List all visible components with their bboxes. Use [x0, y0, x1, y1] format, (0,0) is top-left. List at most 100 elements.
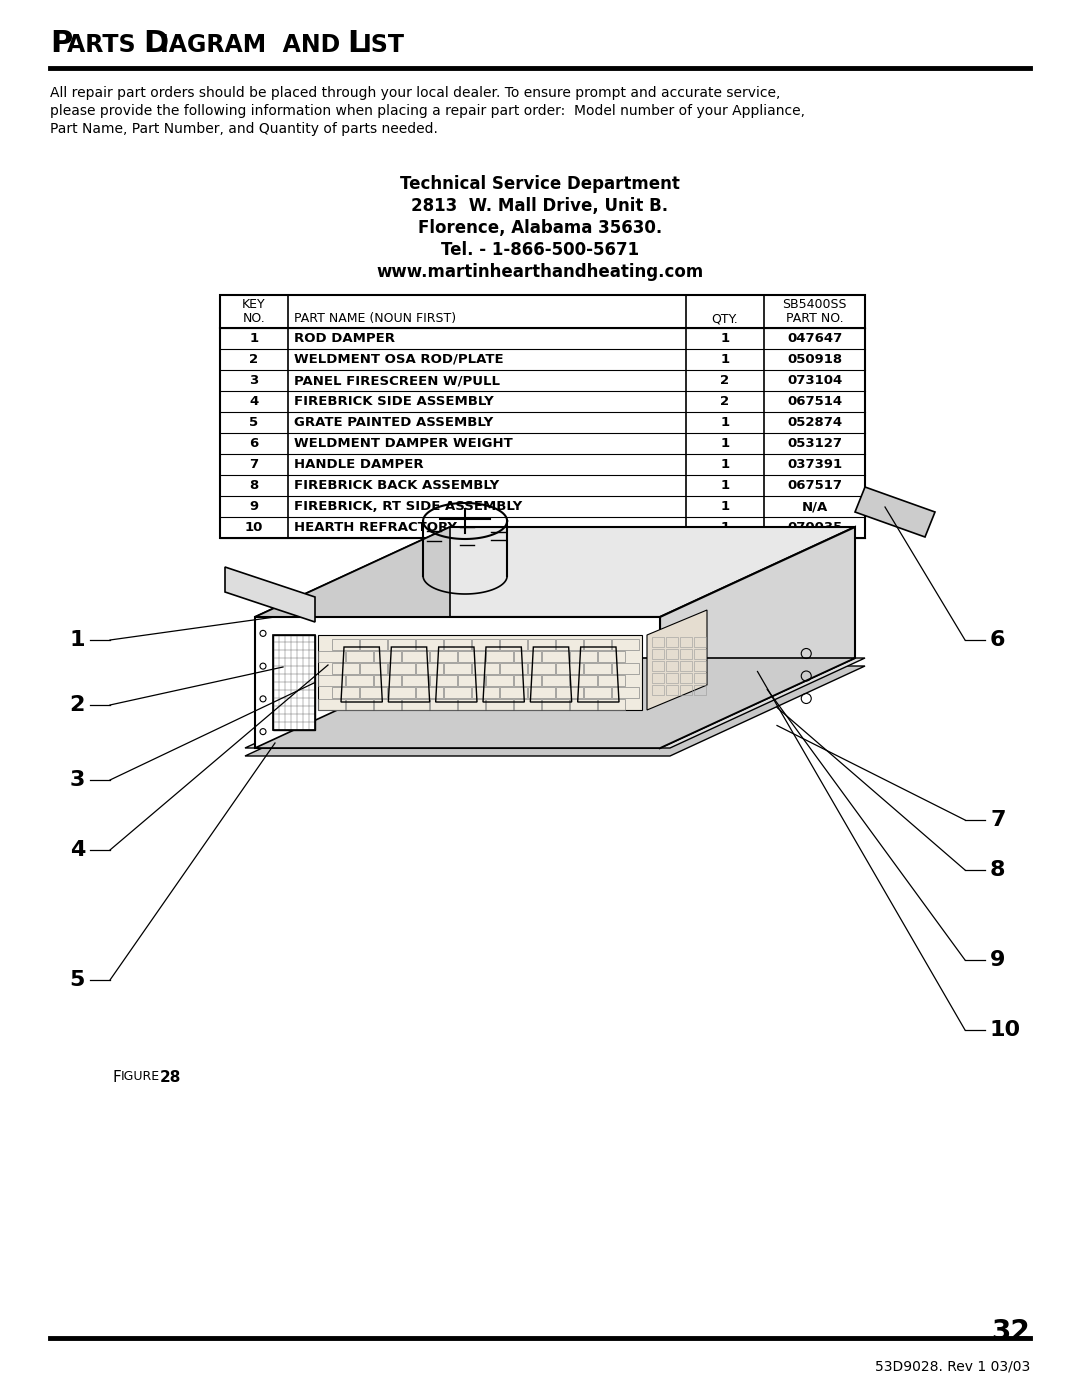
Bar — [666, 650, 678, 659]
Text: All repair part orders should be placed through your local dealer. To ensure pro: All repair part orders should be placed … — [50, 87, 781, 101]
Polygon shape — [255, 617, 660, 747]
Polygon shape — [245, 658, 865, 747]
Text: 067514: 067514 — [787, 395, 842, 408]
Bar — [584, 638, 611, 650]
Bar — [430, 698, 457, 710]
Bar — [458, 698, 485, 710]
Text: 1: 1 — [720, 479, 730, 492]
Text: FIREBRICK SIDE ASSEMBLY: FIREBRICK SIDE ASSEMBLY — [294, 395, 494, 408]
Bar — [486, 675, 513, 686]
Text: WELDMENT DAMPER WEIGHT: WELDMENT DAMPER WEIGHT — [294, 437, 513, 450]
Bar — [318, 651, 345, 662]
Bar — [680, 673, 692, 683]
Bar — [612, 687, 639, 698]
Text: 9: 9 — [249, 500, 258, 513]
Bar — [514, 698, 541, 710]
Bar — [666, 685, 678, 694]
Bar — [402, 675, 429, 686]
Polygon shape — [245, 666, 865, 756]
Bar — [416, 638, 443, 650]
Text: 2813  W. Mall Drive, Unit B.: 2813 W. Mall Drive, Unit B. — [411, 197, 669, 215]
Text: ARTS: ARTS — [67, 34, 144, 57]
Text: 1: 1 — [720, 521, 730, 534]
Bar — [472, 664, 499, 673]
Bar — [458, 675, 485, 686]
Text: 1: 1 — [720, 416, 730, 429]
Text: QTY.: QTY. — [712, 312, 739, 326]
Bar — [444, 664, 471, 673]
Bar — [388, 687, 415, 698]
Text: 1: 1 — [69, 630, 85, 650]
Bar — [528, 687, 555, 698]
Bar — [680, 685, 692, 694]
Text: Technical Service Department: Technical Service Department — [400, 175, 680, 193]
Bar — [374, 675, 401, 686]
Bar — [402, 698, 429, 710]
Bar — [556, 638, 583, 650]
Text: 3: 3 — [69, 770, 85, 789]
Text: 8: 8 — [990, 861, 1005, 880]
Bar — [652, 650, 664, 659]
Bar — [542, 698, 569, 710]
Bar — [444, 638, 471, 650]
Bar — [598, 698, 625, 710]
Text: KEY: KEY — [242, 298, 266, 312]
Text: HANDLE DAMPER: HANDLE DAMPER — [294, 458, 423, 471]
Text: 052874: 052874 — [787, 416, 842, 429]
Bar — [528, 664, 555, 673]
Bar — [694, 685, 706, 694]
Bar — [694, 673, 706, 683]
Text: 070035: 070035 — [787, 521, 842, 534]
Text: www.martinhearthandheating.com: www.martinhearthandheating.com — [376, 263, 704, 281]
Text: 6: 6 — [249, 437, 258, 450]
Text: 5: 5 — [249, 416, 258, 429]
Bar — [666, 637, 678, 647]
Text: 2: 2 — [69, 694, 85, 715]
Text: D: D — [143, 29, 168, 59]
Text: 2: 2 — [720, 374, 730, 387]
Bar — [500, 687, 527, 698]
Text: N/A: N/A — [801, 500, 827, 513]
Text: 1: 1 — [720, 500, 730, 513]
Bar — [666, 673, 678, 683]
Text: FIREBRICK, RT SIDE ASSEMBLY: FIREBRICK, RT SIDE ASSEMBLY — [294, 500, 523, 513]
Bar — [652, 661, 664, 671]
Text: 073104: 073104 — [787, 374, 842, 387]
Text: 1: 1 — [720, 437, 730, 450]
Bar — [416, 687, 443, 698]
Bar — [430, 675, 457, 686]
Text: PART NO.: PART NO. — [785, 312, 843, 326]
Bar — [584, 687, 611, 698]
Polygon shape — [255, 527, 450, 747]
Text: 6: 6 — [990, 630, 1005, 650]
Text: 047647: 047647 — [787, 332, 842, 345]
Bar — [556, 664, 583, 673]
Bar — [332, 664, 359, 673]
Bar — [444, 687, 471, 698]
Bar — [694, 661, 706, 671]
Bar — [402, 651, 429, 662]
Bar — [500, 664, 527, 673]
Bar — [514, 675, 541, 686]
Text: 10: 10 — [990, 1020, 1021, 1039]
Bar — [612, 664, 639, 673]
Bar — [472, 687, 499, 698]
Text: 5: 5 — [69, 970, 85, 990]
Text: IGURE: IGURE — [121, 1070, 160, 1083]
Bar — [598, 651, 625, 662]
Text: ROD DAMPER: ROD DAMPER — [294, 332, 395, 345]
Text: 037391: 037391 — [787, 458, 842, 471]
Bar — [570, 675, 597, 686]
Bar — [346, 698, 373, 710]
Bar — [273, 636, 315, 731]
Bar — [472, 638, 499, 650]
Text: 1: 1 — [249, 332, 258, 345]
Bar — [374, 651, 401, 662]
Text: 4: 4 — [69, 840, 85, 861]
Text: IST: IST — [363, 34, 405, 57]
Text: PART NAME (NOUN FIRST): PART NAME (NOUN FIRST) — [294, 312, 456, 326]
Bar — [652, 637, 664, 647]
Bar — [430, 651, 457, 662]
Bar — [680, 650, 692, 659]
Text: please provide the following information when placing a repair part order:  Mode: please provide the following information… — [50, 103, 805, 117]
